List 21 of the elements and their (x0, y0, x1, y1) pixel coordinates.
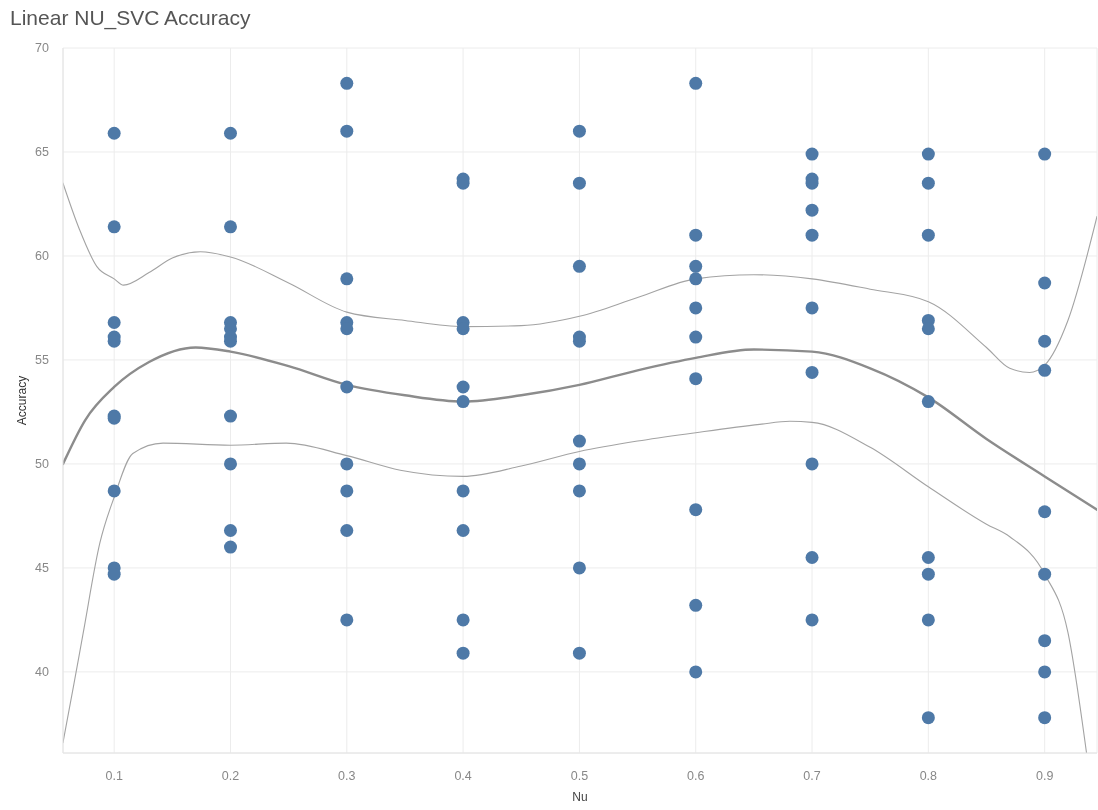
y-tick-label: 70 (35, 41, 50, 56)
x-tick-label: 0.6 (687, 768, 705, 783)
y-tick-label: 50 (35, 457, 50, 472)
x-tick-label: 0.1 (105, 768, 123, 783)
y-tick-label: 65 (35, 145, 50, 160)
y-axis-title: Accuracy (15, 375, 29, 426)
x-tick-label: 0.7 (803, 768, 821, 783)
line-series (63, 420, 1088, 753)
x-tick-label: 0.3 (338, 768, 356, 783)
y-tick-label: 40 (35, 665, 50, 680)
x-tick-label: 0.8 (919, 768, 938, 783)
y-tick-label: 60 (35, 249, 50, 264)
x-tick-label: 0.5 (570, 768, 589, 783)
line-series (63, 346, 1097, 511)
x-tick-label: 0.2 (221, 768, 240, 783)
x-tick-label: 0.4 (454, 768, 472, 783)
y-tick-label: 55 (35, 353, 50, 368)
x-axis-title: Nu (572, 790, 588, 804)
y-tick-label: 45 (35, 561, 50, 576)
chart-title: Linear NU_SVC Accuracy (10, 5, 251, 31)
x-tick-label: 0.9 (1035, 768, 1054, 783)
